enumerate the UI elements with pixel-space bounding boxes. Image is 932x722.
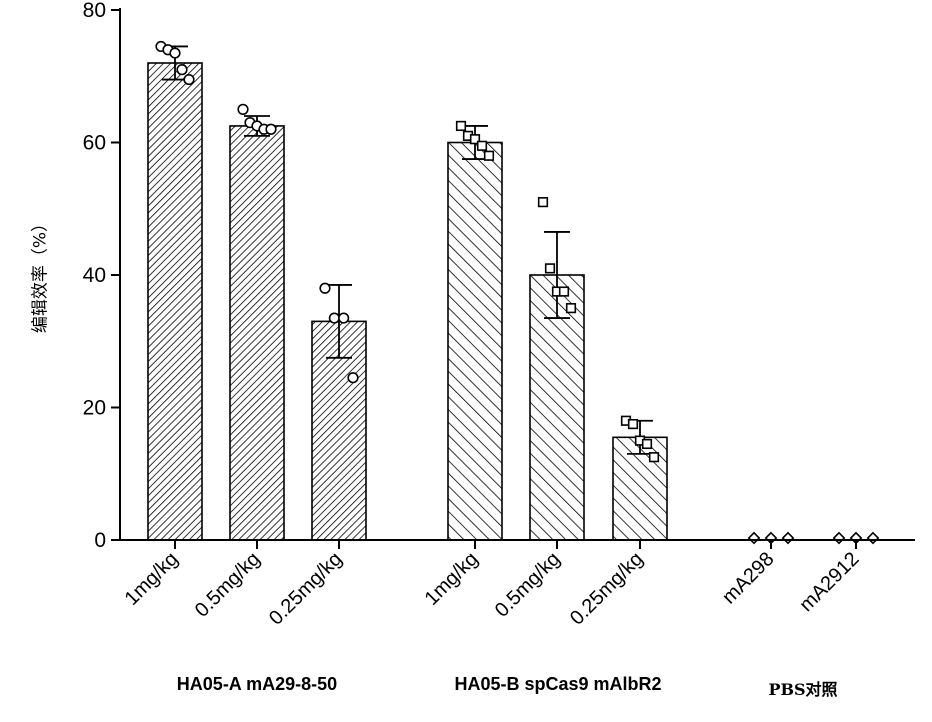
data-point: [457, 122, 466, 131]
x-tick-label: mA298: [718, 548, 778, 608]
data-point: [643, 440, 652, 449]
bar: [448, 143, 502, 541]
data-point: [339, 313, 349, 323]
data-point: [184, 75, 194, 85]
x-tick-label: mA2912: [795, 548, 863, 616]
data-point: [177, 65, 187, 75]
data-point: [560, 287, 569, 296]
data-point: [348, 373, 358, 383]
y-tick-label: 60: [83, 132, 106, 155]
y-tick-label: 0: [94, 529, 106, 552]
data-point: [567, 304, 576, 313]
data-point: [485, 151, 494, 160]
data-point: [783, 533, 793, 543]
data-point: [320, 283, 330, 293]
y-tick-label: 80: [83, 0, 106, 22]
y-tick-label: 40: [83, 264, 106, 287]
data-point: [629, 420, 638, 429]
group-label-ha05-a: HA05-A mA29-8-50: [177, 674, 337, 695]
data-point: [546, 264, 555, 273]
data-point: [266, 124, 276, 134]
group-label-pbs: PBS对照: [768, 676, 837, 700]
data-point: [868, 533, 878, 543]
bar: [230, 126, 284, 540]
data-point: [650, 453, 659, 462]
data-point: [170, 48, 180, 58]
y-tick-label: 20: [83, 397, 106, 420]
data-point: [478, 142, 487, 151]
x-tick-label: 0.5mg/kg: [491, 548, 565, 622]
group-label-ha05-b: HA05-B spCas9 mAlbR2: [454, 674, 661, 695]
data-point: [238, 105, 248, 115]
x-tick-label: 1mg/kg: [121, 548, 183, 610]
data-point: [749, 533, 759, 543]
data-point: [834, 533, 844, 543]
x-tick-label: 0.25mg/kg: [265, 548, 347, 630]
data-point: [330, 313, 340, 323]
x-tick-label: 0.25mg/kg: [566, 548, 648, 630]
y-axis-label: 编辑效率（%）: [26, 215, 51, 333]
x-tick-label: 0.5mg/kg: [191, 548, 265, 622]
bar: [148, 63, 202, 540]
x-tick-label: 1mg/kg: [421, 548, 483, 610]
data-point: [539, 198, 548, 207]
